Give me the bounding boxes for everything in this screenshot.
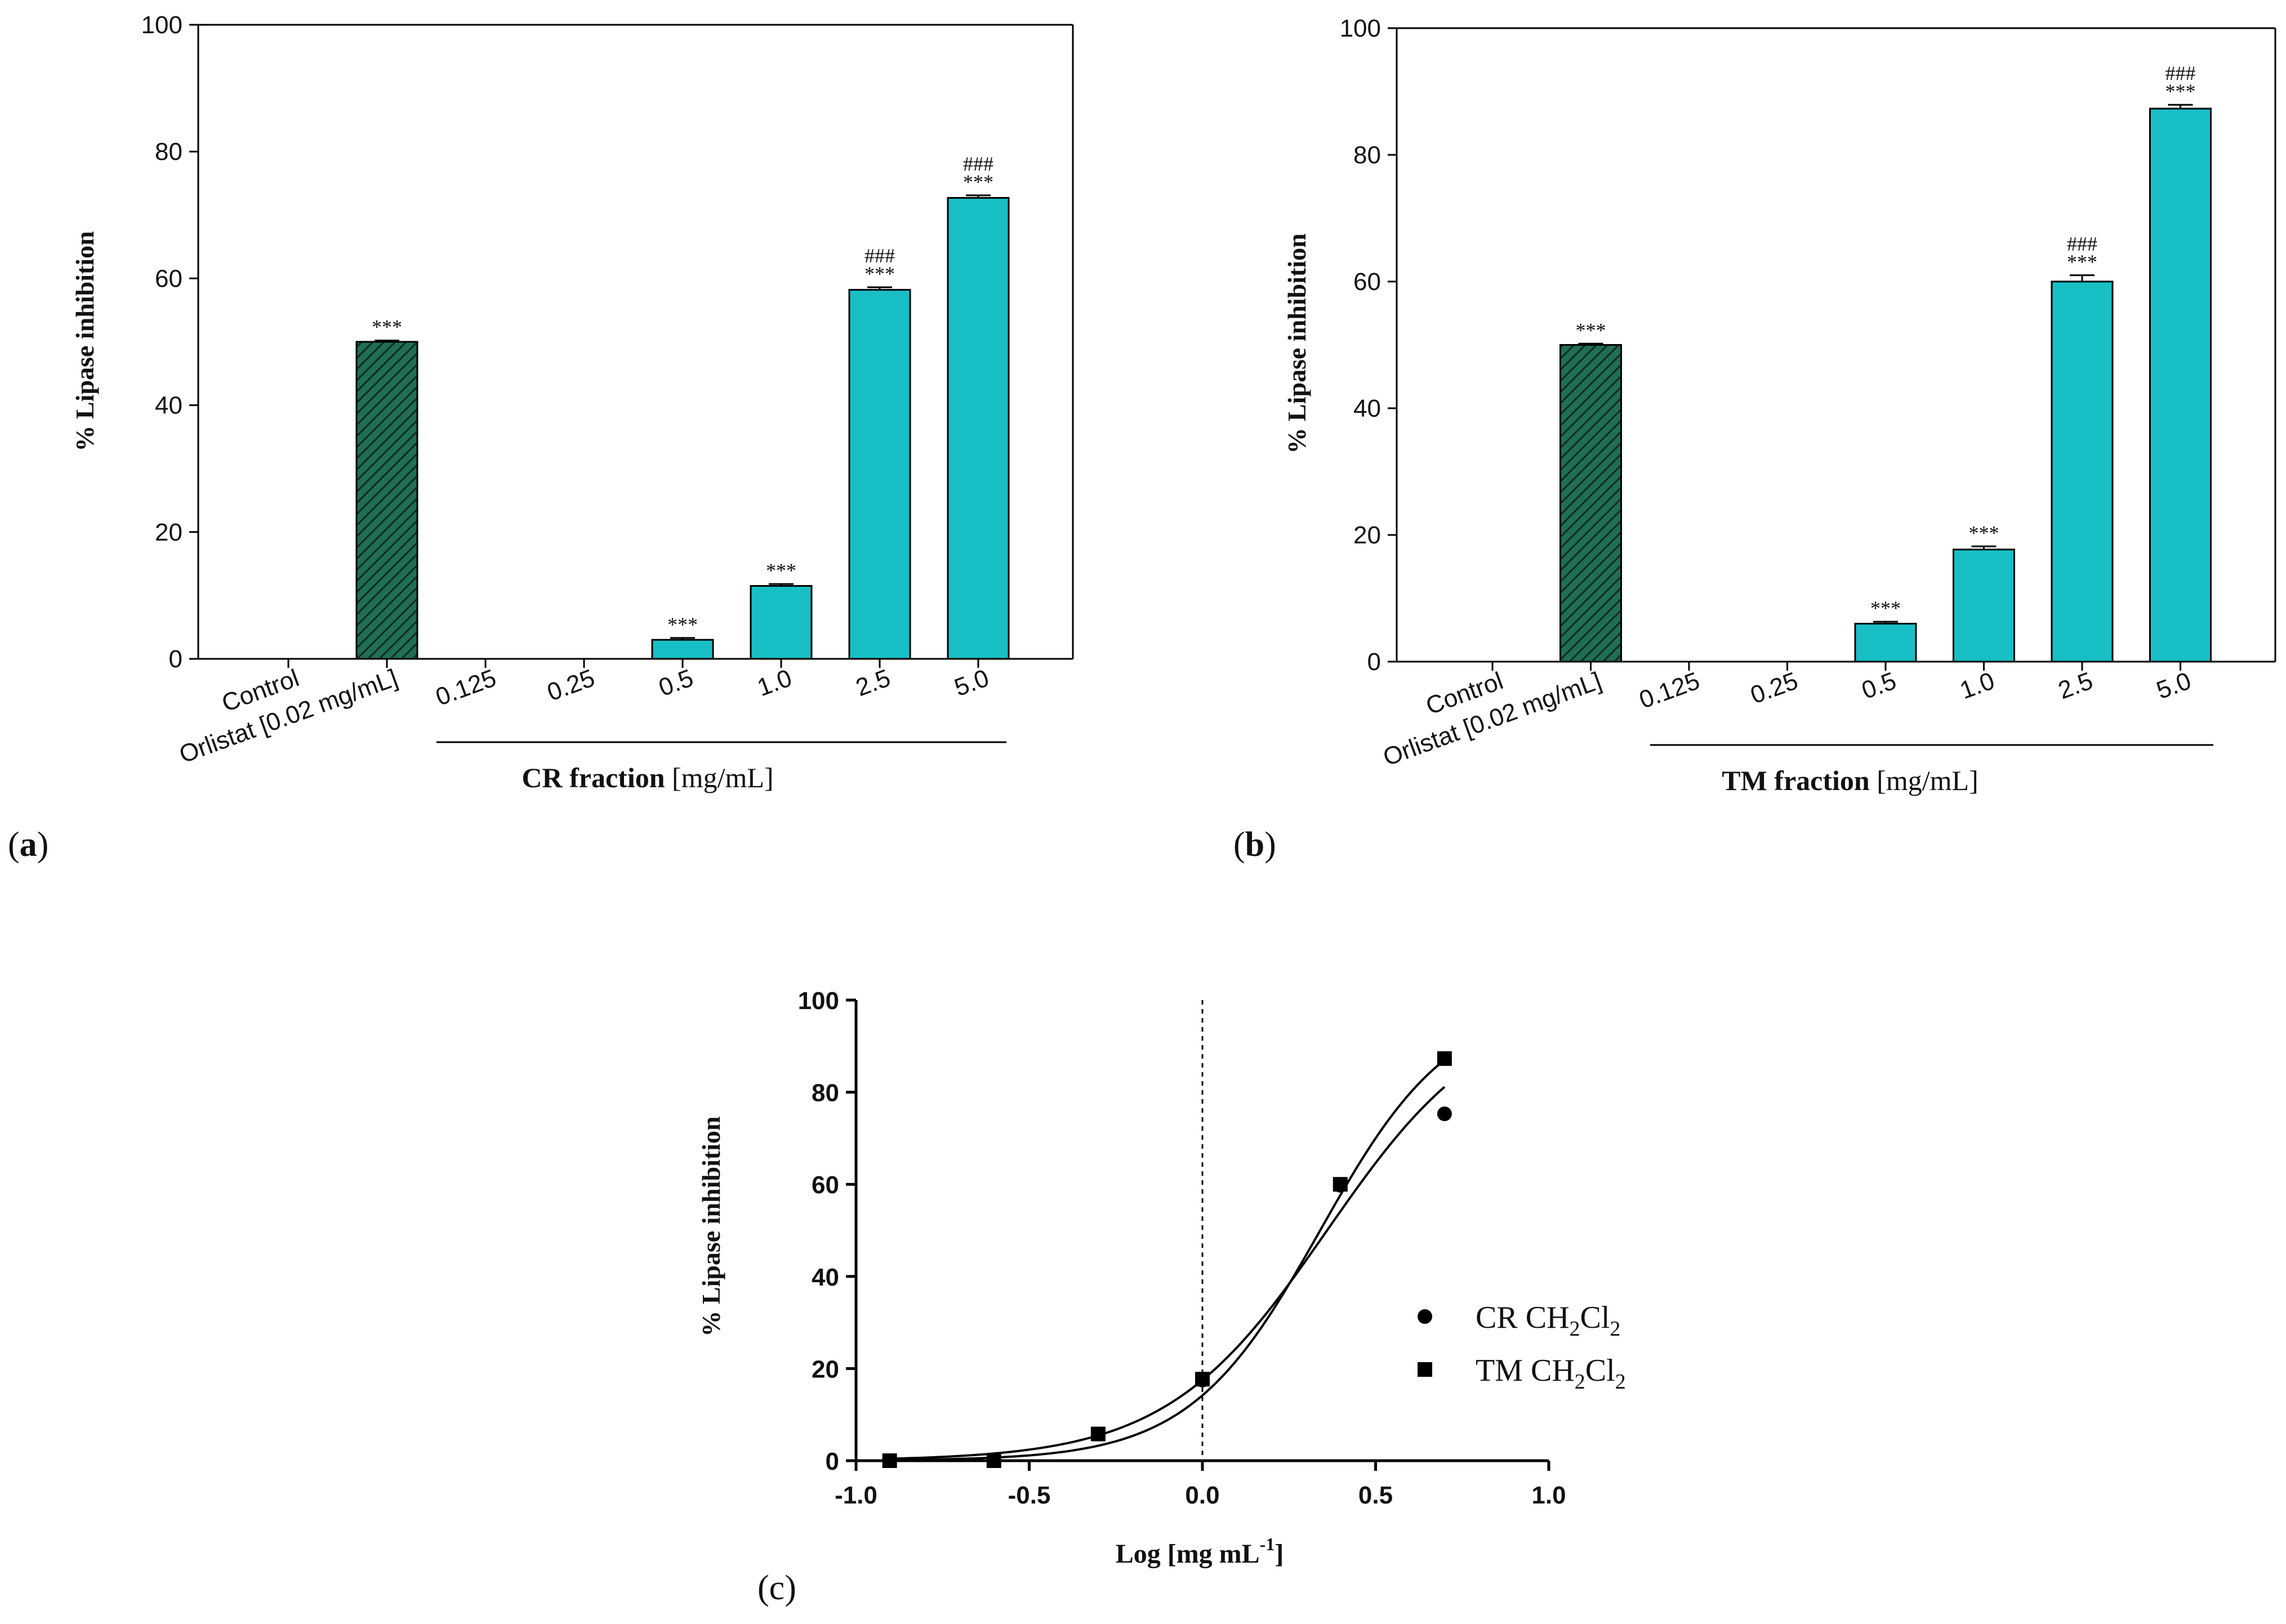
bar: [651, 639, 714, 660]
significance-stars: ***: [2165, 80, 2196, 102]
panel-label-b: (b): [1233, 826, 1276, 864]
category-label: 0.5: [655, 664, 697, 702]
x-axis-title-fraction: CR fraction: [522, 762, 665, 793]
category-label: 0.25: [543, 664, 598, 706]
significance-hash: ###: [865, 244, 895, 267]
fit-curve: [889, 1059, 1446, 1461]
significance-stars: ***: [2067, 251, 2097, 273]
category-label: 2.5: [2055, 667, 2096, 704]
x-tick-label: -0.5: [1008, 1482, 1051, 1509]
y-tick-label: 40: [1353, 395, 1381, 422]
y-tick-label: 20: [812, 1355, 839, 1383]
significance-stars: ***: [1870, 597, 1901, 619]
bar: [2149, 108, 2212, 663]
y-tick-label: 100: [798, 987, 839, 1015]
bar: [848, 289, 911, 660]
significance-stars: ***: [865, 262, 895, 285]
panel-letter-b: b: [1245, 826, 1264, 864]
x-axis-title-unit: [mg/mL]: [665, 762, 774, 793]
y-tick-label: 100: [141, 11, 182, 39]
data-point: [1437, 1051, 1452, 1066]
x-tick-label: -1.0: [835, 1482, 877, 1509]
category-label: 1.0: [1957, 667, 1998, 704]
x-axis-title-fraction: TM fraction: [1722, 765, 1870, 796]
data-point: [1437, 1107, 1452, 1122]
data-point: [1090, 1426, 1106, 1442]
y-tick-label: 60: [155, 265, 182, 292]
data-point: [882, 1453, 897, 1468]
x-tick-label: 1.0: [1531, 1482, 1566, 1509]
y-tick-label: 60: [1353, 268, 1381, 296]
category-label: 5.0: [2153, 667, 2195, 704]
significance-stars: ***: [766, 559, 796, 582]
significance-stars: ***: [1969, 521, 1999, 544]
bar: [2051, 280, 2114, 663]
x-axis-title-close: ]: [1275, 1539, 1284, 1569]
data-point: [1333, 1177, 1348, 1192]
category-label: 5.0: [951, 664, 992, 702]
category-label: 0.5: [1858, 667, 1900, 704]
category-label: 0.125: [432, 664, 500, 711]
significance-stars: ***: [1576, 319, 1606, 341]
y-tick-label: 80: [155, 138, 182, 166]
y-tick-label: 20: [155, 519, 182, 546]
x-axis-title-unit: [mg/mL]: [1870, 765, 1978, 796]
panel-letter-c: c: [769, 1569, 785, 1607]
x-axis-title-superscript: -1: [1260, 1534, 1275, 1554]
category-label: 0.25: [1747, 667, 1802, 709]
x-axis-title: TM fraction [mg/mL]: [1722, 765, 1978, 796]
y-tick-label: 0: [1367, 648, 1381, 676]
y-tick-label: 40: [812, 1264, 839, 1291]
significance-stars: ***: [963, 171, 993, 193]
bar: [1559, 344, 1622, 663]
y-tick-label: 60: [812, 1171, 839, 1199]
y-tick-label: 0: [169, 645, 182, 673]
fit-curve: [889, 1086, 1446, 1460]
bar: [750, 585, 813, 660]
x-axis-title: Log [mg mL-1]: [1116, 1534, 1284, 1569]
legend-marker: [1418, 1362, 1432, 1377]
category-label: 1.0: [754, 664, 795, 702]
legend-label: CR CH2Cl2: [1476, 1300, 1620, 1341]
panel-c-dose-response: 0 20 40 60 80 100 -1.0 -0.5 0.0 0.5 1.0 % Lipase …: [697, 987, 1626, 1607]
y-axis-title: % Lipase inhibition: [1282, 233, 1311, 453]
category-label: 0.125: [1636, 667, 1703, 714]
legend-label: TM CH2Cl2: [1476, 1353, 1626, 1394]
x-axis-title: CR fraction [mg/mL]: [522, 762, 773, 793]
y-tick-label: 80: [812, 1079, 839, 1107]
x-axis-title-main: Log [mg mL: [1116, 1539, 1260, 1569]
x-tick-label: 0.5: [1358, 1482, 1393, 1509]
significance-stars: ***: [372, 316, 402, 338]
significance-hash: ###: [963, 153, 993, 175]
data-point: [1195, 1372, 1210, 1387]
bar: [355, 341, 418, 660]
bar: [1953, 548, 2015, 663]
significance-hash: ###: [2067, 233, 2097, 255]
y-tick-label: 40: [155, 392, 182, 420]
legend-marker: [1418, 1309, 1432, 1324]
data-point: [986, 1453, 1001, 1468]
category-label: 2.5: [852, 664, 894, 702]
y-tick-label: 20: [1353, 521, 1381, 549]
bar: [1854, 623, 1917, 663]
x-tick-label: 0.0: [1185, 1482, 1219, 1509]
y-tick-label: 100: [1340, 15, 1381, 42]
significance-stars: ***: [667, 613, 698, 636]
y-tick-label: 0: [826, 1448, 839, 1475]
bar: [947, 197, 1010, 660]
legend: CR CH2Cl2 TM CH2Cl2: [1418, 1300, 1626, 1394]
panel-label-a: (a): [8, 826, 48, 864]
y-axis-title: % Lipase inhibition: [697, 1116, 725, 1336]
significance-hash: ###: [2165, 62, 2196, 84]
panel-letter-a: a: [20, 826, 37, 864]
y-axis-title: % Lipase inhibition: [70, 231, 99, 451]
panel-label-c: (c): [757, 1569, 796, 1607]
y-tick-label: 80: [1353, 141, 1381, 169]
